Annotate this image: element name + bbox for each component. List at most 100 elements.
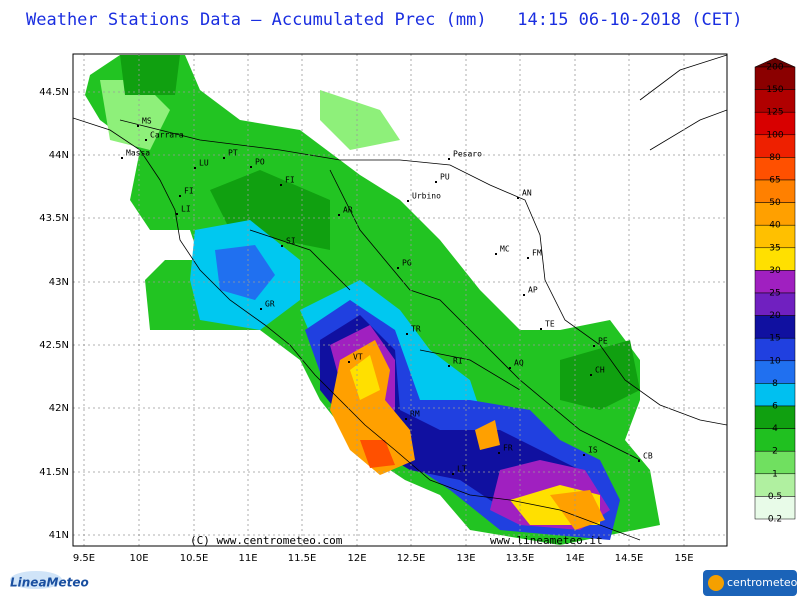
lon-label: 9.5E (73, 553, 95, 564)
lat-label: 42.5N (39, 340, 69, 351)
city-marker (179, 195, 181, 197)
lat-label: 41.5N (39, 467, 69, 478)
credit: www.lineameteo.it (490, 534, 603, 547)
logo-text: centrometeo (727, 576, 798, 589)
city-marker (638, 460, 640, 462)
lat-label: 42N (49, 403, 69, 414)
city-label: AR (343, 206, 353, 215)
legend-label: 35 (769, 243, 780, 253)
legend-label: 200 (766, 63, 783, 73)
city-marker (495, 253, 497, 255)
city-marker (250, 166, 252, 168)
city-marker (517, 197, 519, 199)
logo-left: LineaMeteo (10, 571, 89, 590)
legend-label: 25 (769, 289, 780, 299)
legend-label: 100 (766, 130, 783, 140)
city-marker (583, 454, 585, 456)
city-label: LT (457, 465, 467, 474)
legend-label: 1 (772, 469, 778, 479)
city-marker (145, 139, 147, 141)
city-marker (260, 308, 262, 310)
city-label: CH (595, 366, 605, 375)
city-label: AN (522, 189, 532, 198)
lon-label: 13E (456, 553, 475, 564)
city-label: PG (402, 259, 412, 268)
lat-label: 44.5N (39, 87, 69, 98)
city-marker (498, 452, 500, 454)
lat-label: 43N (49, 277, 69, 288)
city-label: Massa (126, 149, 150, 158)
city-label: FM (532, 249, 542, 258)
credit: (C) www.centrometeo.com (190, 534, 343, 547)
city-marker (121, 157, 123, 159)
city-label: FI (285, 176, 295, 185)
lat-label: 43.5N (39, 213, 69, 224)
city-marker (405, 418, 407, 420)
city-marker (523, 294, 525, 296)
lon-label: 10.5E (180, 553, 209, 564)
legend-label: 8 (772, 379, 778, 389)
city-label: PE (598, 337, 608, 346)
legend-label: 0.2 (768, 515, 782, 525)
city-label: Carrara (150, 131, 184, 140)
lon-label: 11.5E (288, 553, 317, 564)
lon-label: 13.5E (506, 553, 535, 564)
legend-label: 2 (772, 447, 778, 457)
city-label: GR (265, 300, 275, 309)
lon-label: 14.5E (615, 553, 644, 564)
city-label: PT (228, 149, 238, 158)
city-label: Pesaro (453, 150, 482, 159)
city-marker (407, 200, 409, 202)
legend-label: 4 (772, 424, 778, 434)
legend-label: 30 (769, 266, 781, 276)
map-frame (72, 53, 728, 547)
legend-label: 125 (766, 108, 783, 118)
city-label: LU (199, 159, 209, 168)
legend-swatch (754, 496, 796, 520)
lon-label: 11E (238, 553, 257, 564)
city-label: RI (453, 357, 463, 366)
city-label: MC (500, 245, 510, 254)
city-label: PO (255, 158, 265, 167)
city-label: TR (411, 325, 421, 334)
city-marker (176, 213, 178, 215)
city-marker (406, 333, 408, 335)
city-marker (527, 257, 529, 259)
lon-label: 12.5E (397, 553, 426, 564)
axes: 9.5E 10E 10.5E 11E 11.5E 12E 12.5E 13E 13.5E 14E 1… (39, 87, 693, 564)
city-label: LI (181, 205, 191, 214)
city-marker (435, 181, 437, 183)
legend-label: 20 (769, 311, 781, 321)
city-marker (452, 473, 454, 475)
legend-label: 40 (769, 221, 781, 231)
city-label: RM (410, 410, 420, 419)
city-label: AP (528, 286, 538, 295)
city-label: VT (353, 353, 363, 362)
city-marker (540, 328, 542, 330)
lat-label: 44N (49, 150, 69, 161)
city-marker (137, 125, 139, 127)
city-marker (194, 167, 196, 169)
legend-label: 0.5 (768, 492, 782, 502)
lat-label: 41N (49, 530, 69, 541)
lon-label: 12E (347, 553, 366, 564)
lon-label: 14E (565, 553, 584, 564)
city-label: MS (142, 117, 152, 126)
city-marker (281, 245, 283, 247)
legend-label: 150 (766, 85, 783, 95)
city-label: PU (440, 173, 450, 182)
city-marker (338, 214, 340, 216)
legend-label: 50 (769, 198, 781, 208)
city-marker (223, 157, 225, 159)
city-marker (448, 365, 450, 367)
legend-label: 15 (769, 334, 780, 344)
legend-label: 10 (769, 356, 781, 366)
city-label: AQ (514, 359, 524, 368)
legend: 200 150 125 100 80 65 50 40 35 30 25 20 15 10 8 6 4 2 1 0.5… (754, 57, 796, 525)
city-label: CB (643, 452, 653, 461)
city-marker (593, 345, 595, 347)
logo-right: centrometeo (703, 570, 798, 596)
